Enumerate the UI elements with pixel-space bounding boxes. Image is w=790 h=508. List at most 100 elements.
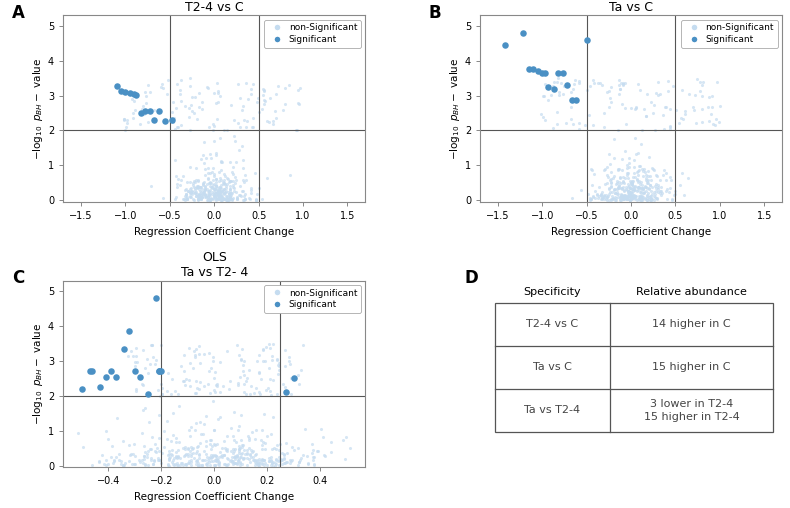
Point	[217, 186, 230, 194]
Point	[634, 194, 647, 202]
Point	[214, 158, 227, 166]
Point	[623, 190, 635, 199]
Point	[209, 181, 222, 189]
Point	[171, 180, 183, 188]
Point	[156, 384, 168, 392]
Point	[219, 188, 231, 196]
Point	[235, 449, 248, 457]
Point	[539, 116, 551, 124]
Point	[137, 452, 150, 460]
Point	[194, 194, 207, 202]
Point	[72, 429, 85, 437]
Point	[230, 176, 243, 184]
Point	[190, 190, 203, 198]
Point	[189, 189, 201, 198]
Point	[236, 442, 249, 451]
Point	[600, 191, 612, 199]
Point	[138, 107, 151, 115]
Point	[209, 440, 221, 449]
Point	[228, 452, 241, 460]
Point	[184, 188, 197, 197]
Point	[616, 81, 629, 89]
Point	[245, 382, 258, 390]
Point	[205, 190, 218, 199]
Point	[213, 192, 225, 200]
Point	[213, 92, 226, 100]
Point	[224, 457, 237, 465]
Point	[214, 184, 227, 192]
Point	[228, 132, 241, 140]
Point	[171, 446, 184, 454]
Point	[134, 458, 146, 466]
Point	[152, 107, 165, 115]
Point	[246, 122, 259, 131]
Point	[292, 99, 305, 107]
Point	[149, 294, 162, 302]
Point	[211, 79, 224, 87]
Point	[179, 185, 192, 194]
Point	[283, 357, 295, 365]
Point	[140, 99, 152, 107]
Point	[128, 97, 141, 105]
Point	[212, 415, 224, 423]
Text: D: D	[465, 269, 479, 288]
Point	[204, 186, 216, 194]
Point	[641, 179, 653, 187]
Point	[254, 390, 266, 398]
Point	[206, 164, 219, 172]
Point	[198, 186, 211, 195]
Point	[248, 456, 261, 464]
Point	[221, 193, 234, 201]
Point	[639, 195, 652, 203]
Point	[252, 459, 265, 467]
Point	[638, 165, 650, 173]
Point	[224, 177, 237, 185]
Point	[193, 385, 205, 393]
Point	[626, 179, 638, 187]
Point	[133, 456, 145, 464]
Point	[273, 453, 285, 461]
Point	[219, 460, 231, 468]
Point	[601, 196, 614, 204]
Point	[97, 460, 110, 468]
Point	[175, 459, 187, 467]
Point	[129, 106, 141, 114]
Point	[632, 195, 645, 203]
Point	[117, 437, 130, 445]
Point	[620, 120, 633, 128]
Point	[111, 414, 123, 422]
Point	[199, 442, 212, 450]
Point	[189, 92, 201, 101]
Point	[253, 461, 265, 469]
Point	[236, 176, 249, 184]
Point	[237, 156, 250, 164]
Point	[207, 120, 220, 129]
Point	[210, 457, 223, 465]
Point	[202, 456, 215, 464]
Point	[216, 195, 229, 203]
Point	[226, 168, 239, 176]
Point	[190, 419, 202, 427]
Point	[182, 450, 194, 458]
Point	[600, 171, 613, 179]
Point	[225, 195, 238, 203]
Point	[178, 195, 190, 203]
Point	[179, 451, 192, 459]
Point	[182, 459, 195, 467]
Point	[194, 193, 207, 201]
Point	[129, 367, 141, 375]
Point	[711, 78, 724, 86]
Point	[220, 182, 232, 190]
Point	[276, 449, 288, 457]
Point	[625, 180, 638, 188]
Point	[256, 441, 269, 449]
Point	[257, 456, 269, 464]
Point	[277, 454, 290, 462]
Point	[218, 189, 231, 197]
Point	[612, 165, 625, 173]
Point	[186, 190, 198, 198]
Point	[276, 106, 289, 114]
Point	[632, 80, 645, 88]
Point	[265, 352, 278, 360]
Point	[134, 372, 146, 380]
